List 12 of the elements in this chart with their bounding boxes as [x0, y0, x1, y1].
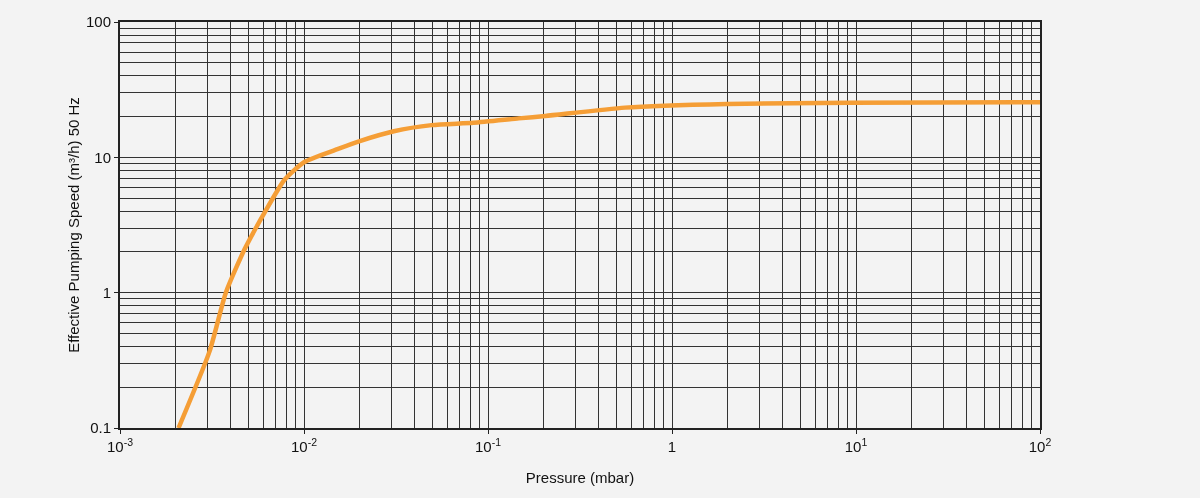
x-tick-label: 10$^{-3}$	[106, 435, 134, 455]
y-tick-label: 100	[85, 13, 111, 31]
y-tick-label: 10	[94, 148, 111, 166]
y-axis-title: Effective Pumping Speed (m³/h) 50 Hz	[65, 97, 82, 353]
x-tick-label: 10$^{-1}$	[474, 435, 502, 455]
y-tick-label: 1	[102, 283, 111, 301]
x-tick-label: 10$^{-2}$	[290, 435, 318, 455]
x-tick-label: 1	[667, 438, 677, 455]
x-axis-title: Pressure (mbar)	[525, 468, 635, 486]
x-tick-label: 10$^{1}$	[844, 435, 868, 455]
x-tick-label: 10$^{2}$	[1028, 435, 1052, 455]
y-tick-label: 0.1	[90, 419, 111, 437]
